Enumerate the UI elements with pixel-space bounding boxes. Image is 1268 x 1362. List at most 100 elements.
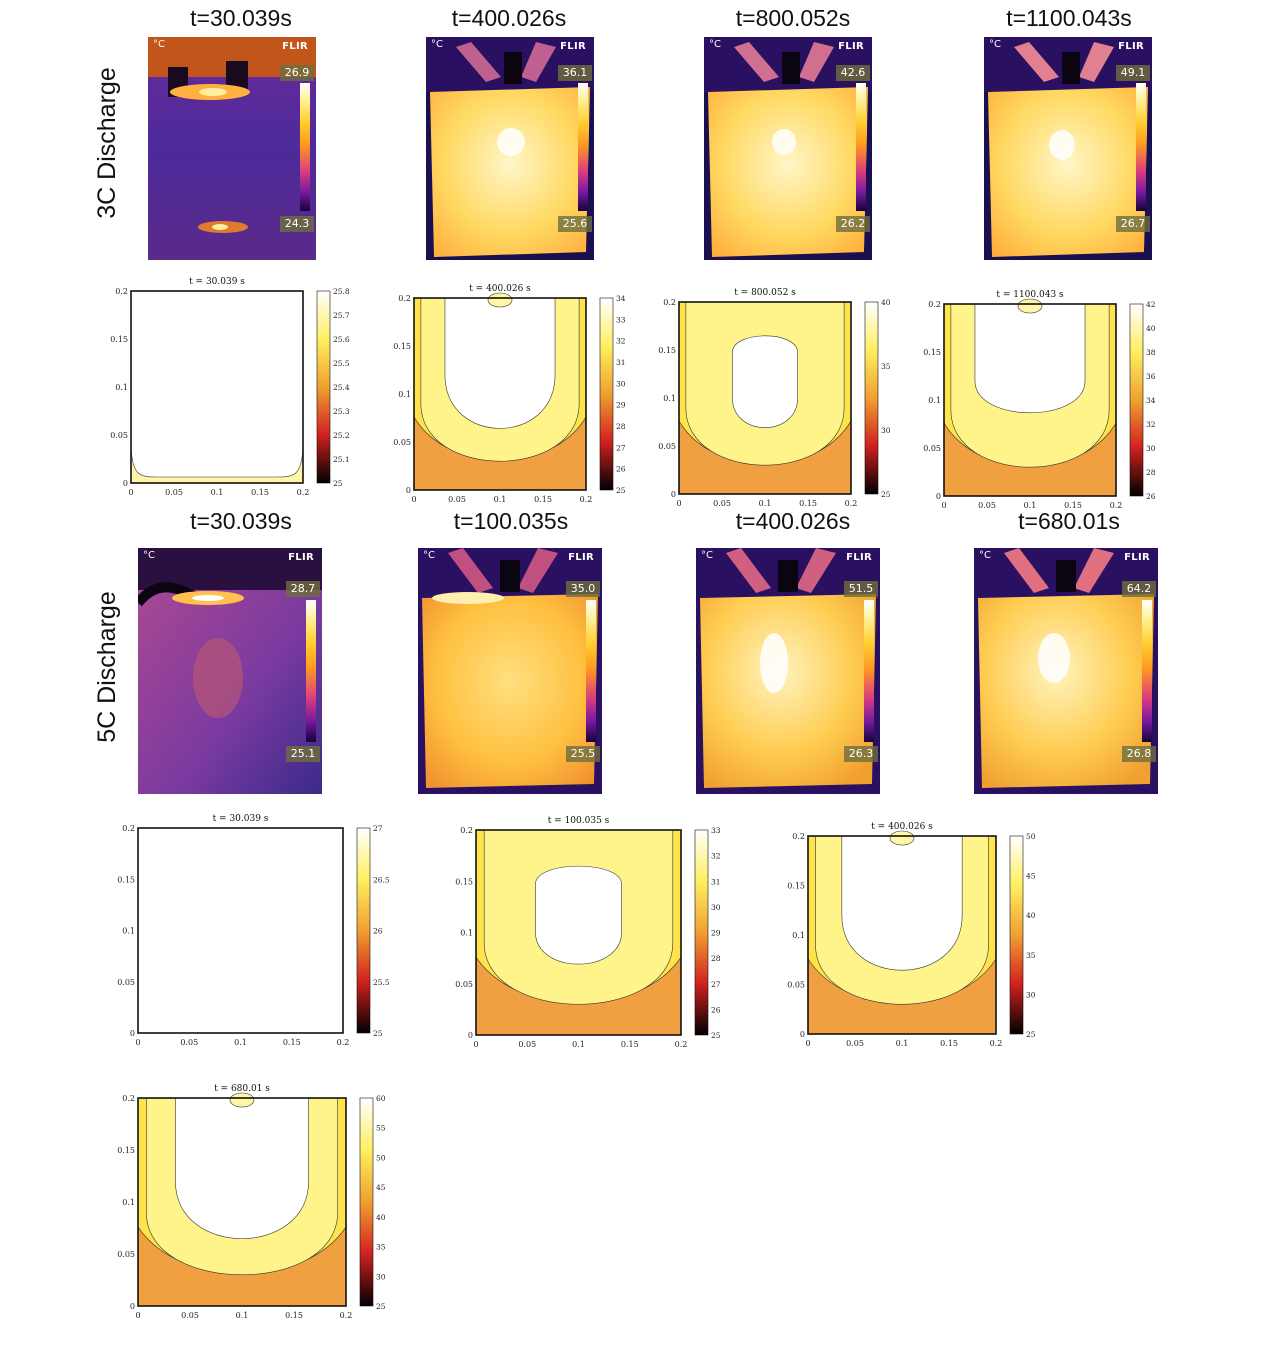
colorbar-tick-label: 25.8: [333, 287, 350, 296]
colorbar-tick-label: 33: [616, 315, 626, 324]
sim-plot-3c-3: t = 800.052 s 0.2 0.15 0.1 0.05 0 0 0.05 0.1 0.15…: [653, 286, 913, 516]
thermal-colorbar: [864, 600, 874, 742]
y-tick-label: 0.2: [460, 826, 473, 835]
colorbar-tick-label: 25.7: [333, 311, 350, 320]
x-tick-label: 0.2: [340, 1311, 353, 1320]
thermal-min-temp: 24.3: [280, 216, 314, 232]
colorbar-tick-label: 25.5: [373, 978, 390, 987]
colorbar-tick-label: 28: [1146, 468, 1156, 477]
thermal-max-temp: 35.0: [566, 581, 600, 597]
y-tick-label: 0: [468, 1031, 473, 1040]
thermal-min-temp: 25.6: [558, 216, 592, 232]
x-tick-label: 0.05: [165, 488, 183, 497]
y-tick-label: 0.1: [398, 390, 411, 399]
colorbar-tick-label: 50: [376, 1153, 386, 1162]
x-tick-label: 0.1: [1024, 501, 1037, 510]
x-tick-label: 0: [135, 1311, 140, 1320]
thermal-unit-label: °C: [143, 550, 155, 561]
x-tick-label: 0.15: [283, 1038, 301, 1047]
colorbar-tick-label: 30: [881, 426, 891, 435]
sim-colorbar: [359, 1097, 374, 1307]
colorbar-tick-label: 32: [616, 337, 626, 346]
thermal-scene-warm: [974, 548, 1158, 794]
sim-plot-title: t = 30.039 s: [189, 277, 245, 287]
colorbar-tick-label: 25.3: [333, 407, 350, 416]
sim-colorbar: [864, 301, 879, 495]
x-tick-label: 0: [805, 1039, 810, 1048]
x-tick-label: 0.05: [978, 501, 996, 510]
plot-frame: [130, 290, 304, 484]
y-tick-label: 0.1: [122, 1198, 135, 1207]
flir-logo: FLIR: [838, 41, 864, 52]
x-tick-label: 0.05: [713, 499, 731, 508]
y-tick-label: 0.2: [792, 832, 805, 841]
sim-colorbar: [316, 290, 331, 484]
thermal-colorbar: [1142, 600, 1152, 742]
y-tick-label: 0.05: [787, 981, 805, 990]
colorbar-tick-label: 25.4: [333, 383, 350, 392]
x-tick-label: 0.1: [234, 1038, 247, 1047]
y-tick-label: 0: [671, 490, 676, 499]
thermal-5c-title-4: t=680.01s: [1018, 508, 1120, 534]
x-tick-label: 0.2: [1110, 501, 1123, 510]
y-tick-label: 0: [123, 479, 128, 488]
colorbar-tick-label: 25: [711, 1031, 721, 1040]
contour-field: [807, 830, 997, 1035]
colorbar-tick-label: 25.5: [333, 359, 350, 368]
thermal-min-temp: 26.7: [1116, 216, 1150, 232]
y-tick-label: 0.2: [115, 287, 128, 296]
colorbar-tick-label: 36: [1146, 372, 1156, 381]
colorbar-tick-label: 55: [376, 1124, 386, 1133]
colorbar-tick-label: 35: [376, 1243, 386, 1252]
y-tick-label: 0.15: [117, 875, 135, 884]
x-tick-label: 0.15: [621, 1040, 639, 1049]
colorbar-tick-label: 30: [376, 1272, 386, 1281]
thermal-image-3c-2: °C FLIR 36.1 25.6: [426, 37, 594, 260]
thermal-5c-title-2: t=100.035s: [453, 508, 569, 534]
flir-logo: FLIR: [568, 552, 594, 563]
y-tick-label: 0.05: [455, 980, 473, 989]
plot-frame: [943, 303, 1117, 497]
x-tick-label: 0.15: [799, 499, 817, 508]
sim-colorbar: [1009, 835, 1024, 1035]
thermal-colorbar: [1136, 83, 1146, 211]
x-tick-label: 0.1: [572, 1040, 585, 1049]
thermal-image-3c-4: °C FLIR 49.1 26.7: [984, 37, 1152, 260]
plot-frame: [137, 1097, 347, 1307]
colorbar-tick-label: 42: [1146, 300, 1156, 309]
colorbar-tick-label: 45: [376, 1183, 386, 1192]
y-tick-label: 0.15: [393, 342, 411, 351]
sim-plot-3c-1: t = 30.039 s 0.2 0.15 0.1 0.05 0 0 0.05 0.1 0.15 0…: [105, 275, 365, 505]
thermal-max-temp: 28.7: [286, 581, 320, 597]
y-tick-label: 0.1: [460, 929, 473, 938]
sim-plot-3c-4: t = 1100.043 s 0.2 0.15 0.1 0.05 0 0 0.05 0.1 0.1…: [918, 288, 1178, 518]
thermal-image-3c-3: °C FLIR 42.6 26.2: [704, 37, 872, 260]
flir-logo: FLIR: [282, 41, 308, 52]
thermal-unit-label: °C: [709, 39, 721, 50]
y-tick-label: 0.1: [663, 394, 676, 403]
sim-colorbar: [356, 827, 371, 1034]
thermal-scene-warm: [704, 37, 872, 260]
y-tick-label: 0.15: [787, 882, 805, 891]
thermal-image-5c-1: °C FLIR 28.7 25.1: [138, 548, 322, 794]
plot-frame: [807, 835, 997, 1035]
colorbar-tick-label: 32: [711, 852, 721, 861]
x-tick-label: 0.2: [297, 488, 310, 497]
colorbar-tick-label: 27: [616, 443, 626, 452]
colorbar-tick-label: 30: [616, 379, 626, 388]
x-tick-label: 0: [411, 495, 416, 504]
colorbar-tick-label: 34: [616, 294, 626, 303]
plot-frame: [413, 297, 587, 491]
flir-logo: FLIR: [846, 552, 872, 563]
thermal-colorbar: [306, 600, 316, 742]
colorbar-tick-label: 28: [616, 422, 626, 431]
x-tick-label: 0.1: [759, 499, 772, 508]
contour-field: [137, 1092, 347, 1307]
colorbar-tick-label: 27: [373, 824, 383, 833]
sim-plot-title: t = 30.039 s: [213, 814, 269, 824]
colorbar-tick-label: 29: [711, 929, 721, 938]
colorbar-tick-label: 30: [1146, 444, 1156, 453]
colorbar-tick-label: 26: [1146, 492, 1156, 501]
colorbar-tick-label: 40: [1026, 911, 1036, 920]
x-tick-label: 0.2: [675, 1040, 688, 1049]
